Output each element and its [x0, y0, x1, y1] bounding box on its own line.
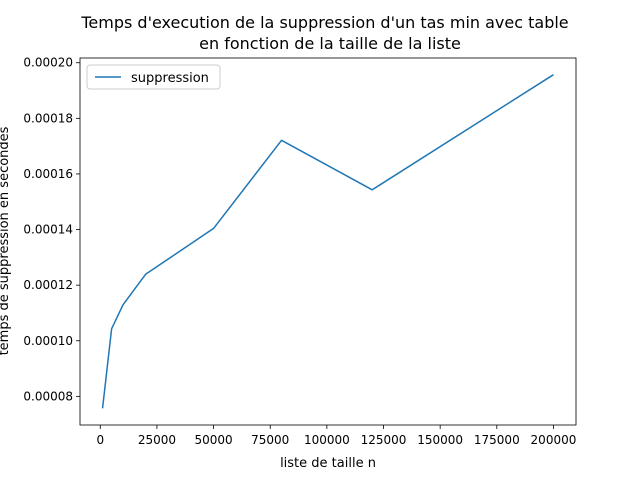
x-tick-label: 75000 — [251, 433, 289, 447]
x-tick-label: 100000 — [304, 433, 350, 447]
line — [101, 74, 554, 409]
x-tick-label: 125000 — [361, 433, 407, 447]
chart-title: en fonction de la taille de la liste — [199, 34, 461, 53]
y-tick-label: 0.00018 — [23, 111, 73, 125]
legend-box — [86, 64, 221, 90]
x-tick-label: 25000 — [138, 433, 176, 447]
legend-label: suppression — [131, 71, 209, 86]
y-axis-label: temps de suppression en secondes — [0, 126, 12, 355]
y-tick-label: 0.00012 — [23, 278, 73, 292]
axes-frame — [79, 57, 577, 426]
x-tick-label: 50000 — [194, 433, 232, 447]
x-axis-label: liste de taille n — [280, 456, 376, 471]
chart-title: Temps d'execution de la suppression d'un… — [80, 13, 568, 32]
y-tick-label: 0.00014 — [23, 223, 73, 237]
y-tick-label: 0.00020 — [23, 56, 73, 70]
x-tick-label: 175000 — [474, 433, 520, 447]
y-tick-label: 0.00016 — [23, 167, 73, 181]
x-tick-label: 200000 — [531, 433, 577, 447]
x-tick-label: 0 — [96, 433, 104, 447]
y-tick-label: 0.00008 — [23, 389, 73, 403]
y-tick-label: 0.00010 — [23, 334, 73, 348]
x-tick-label: 150000 — [417, 433, 463, 447]
